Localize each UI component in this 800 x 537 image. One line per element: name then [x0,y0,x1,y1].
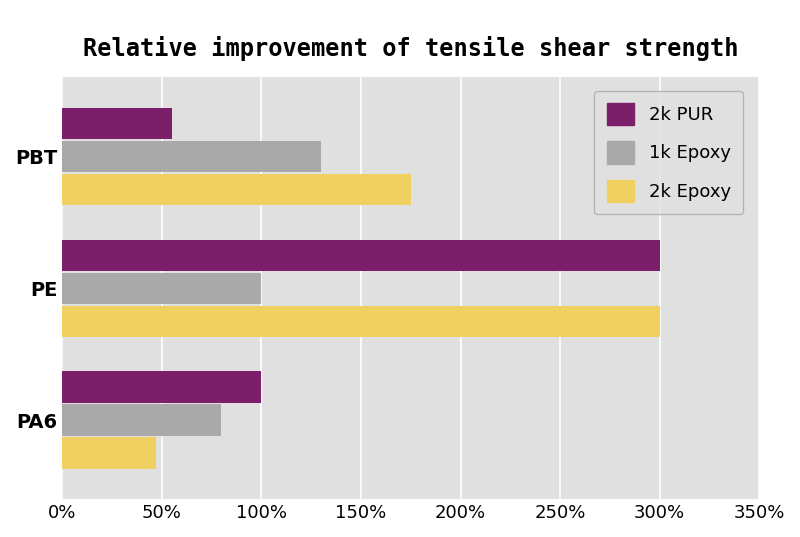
Bar [62,173,410,205]
Bar [62,306,660,337]
Bar [62,372,262,403]
Legend: 2k PUR, 1k Epoxy, 2k Epoxy: 2k PUR, 1k Epoxy, 2k Epoxy [594,91,743,214]
Bar [62,437,156,469]
Bar [62,404,222,436]
Bar [62,240,660,271]
Bar [62,141,321,172]
Bar [62,108,172,139]
Title: Relative improvement of tensile shear strength: Relative improvement of tensile shear st… [83,37,738,61]
Bar [62,273,262,304]
